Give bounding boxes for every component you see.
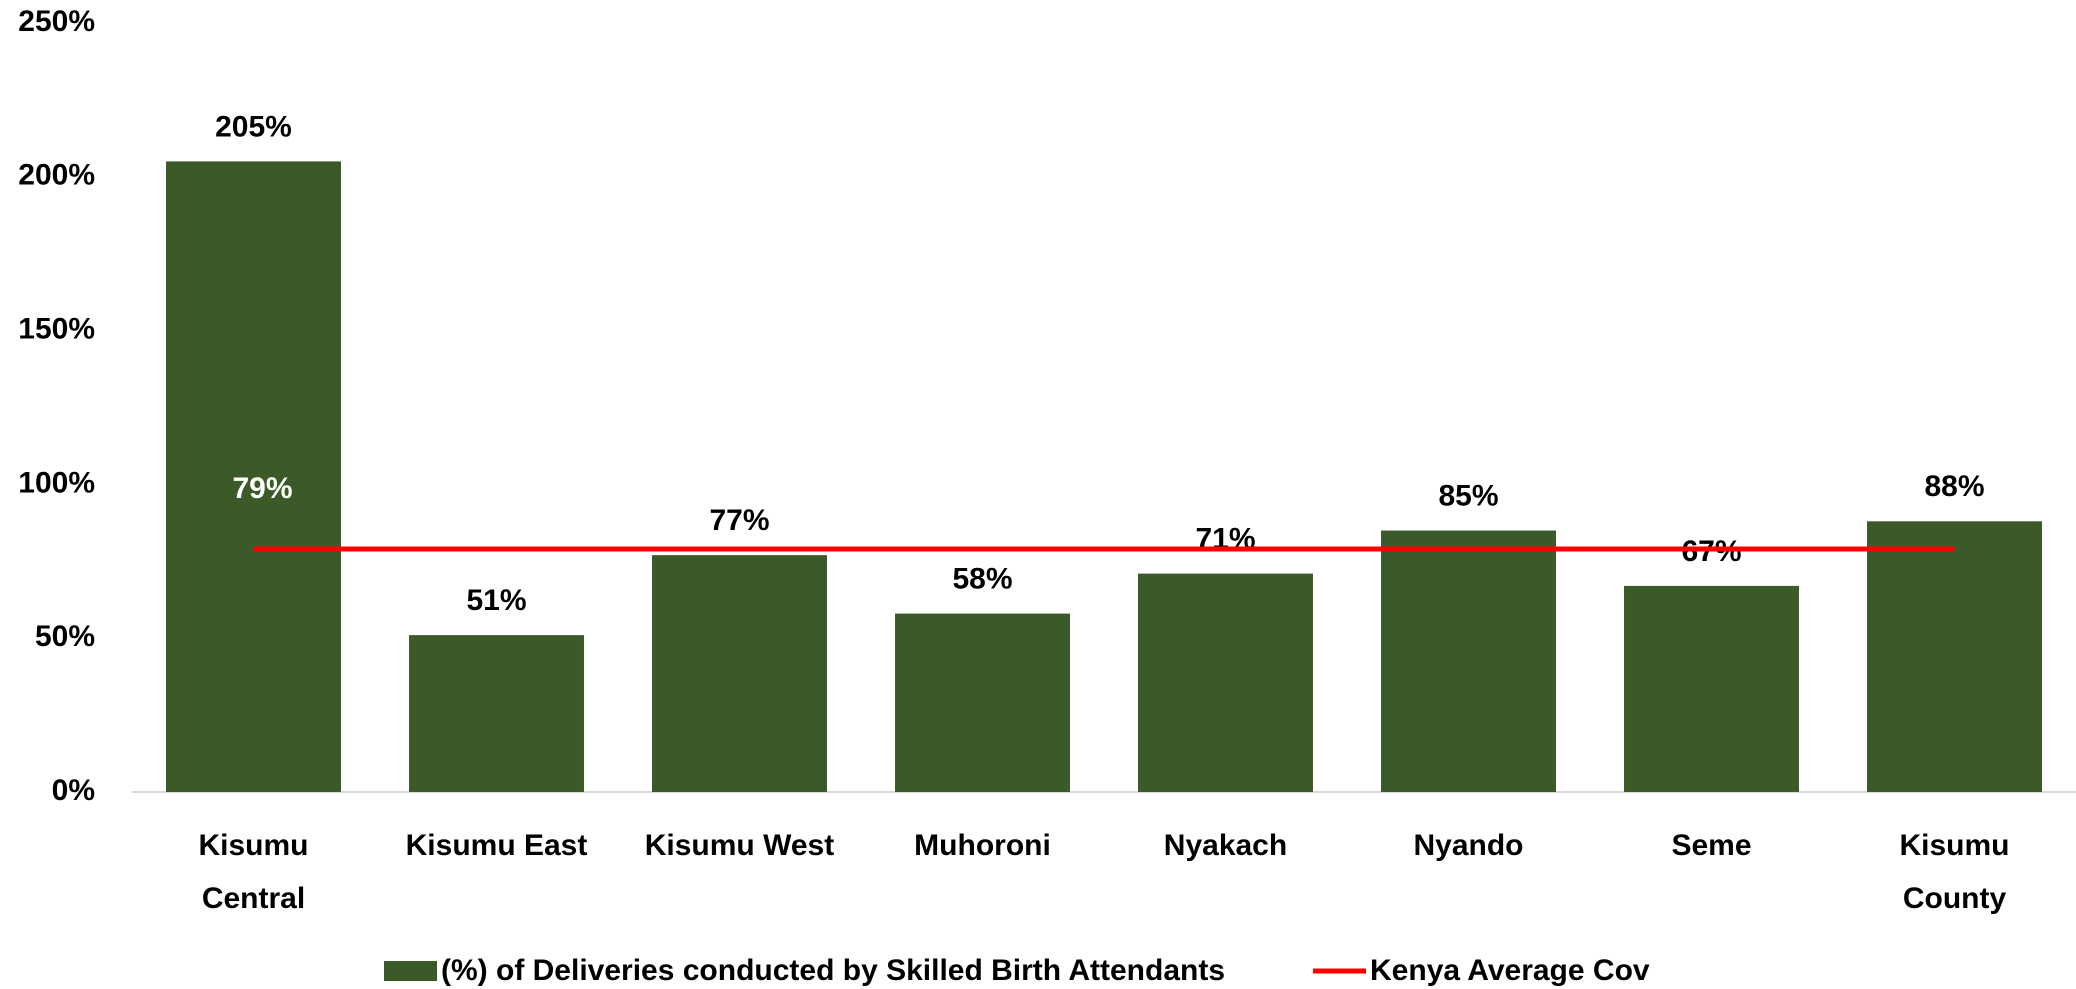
data-label: 77% bbox=[709, 504, 769, 537]
legend-label: Kenya Average Cov bbox=[1370, 954, 1650, 987]
x-tick-label: Nyakach bbox=[1164, 829, 1287, 862]
data-label: 85% bbox=[1438, 479, 1498, 512]
x-tick-label: Kisumu East bbox=[406, 829, 588, 862]
data-label: 58% bbox=[952, 563, 1012, 596]
data-label: 79% bbox=[232, 472, 292, 505]
data-label: 88% bbox=[1924, 470, 1984, 503]
bar bbox=[1138, 573, 1313, 792]
bar bbox=[1381, 530, 1556, 792]
bar bbox=[1624, 585, 1799, 792]
y-tick-label: 150% bbox=[18, 313, 95, 346]
x-tick-label: Seme bbox=[1671, 829, 1751, 862]
bar bbox=[652, 555, 827, 792]
bar bbox=[166, 161, 341, 793]
x-tick-label: Nyando bbox=[1413, 829, 1523, 862]
bar bbox=[1867, 521, 2042, 792]
legend-swatch bbox=[384, 961, 437, 981]
data-label: 51% bbox=[466, 584, 526, 617]
bar bbox=[895, 613, 1070, 792]
x-tick-label: Muhoroni bbox=[914, 829, 1051, 862]
y-tick-label: 250% bbox=[18, 5, 95, 38]
x-tick-label: Kisumu County bbox=[1899, 829, 2009, 915]
y-tick-label: 200% bbox=[18, 159, 95, 192]
bar bbox=[409, 635, 584, 792]
y-tick-label: 0% bbox=[52, 774, 95, 807]
x-tick-label: Kisumu Central bbox=[198, 829, 308, 915]
data-label: 205% bbox=[215, 110, 292, 143]
y-tick-label: 50% bbox=[35, 620, 95, 653]
y-tick-label: 100% bbox=[18, 466, 95, 499]
legend-label: (%) of Deliveries conducted by Skilled B… bbox=[441, 954, 1225, 987]
x-tick-label: Kisumu West bbox=[645, 829, 834, 862]
